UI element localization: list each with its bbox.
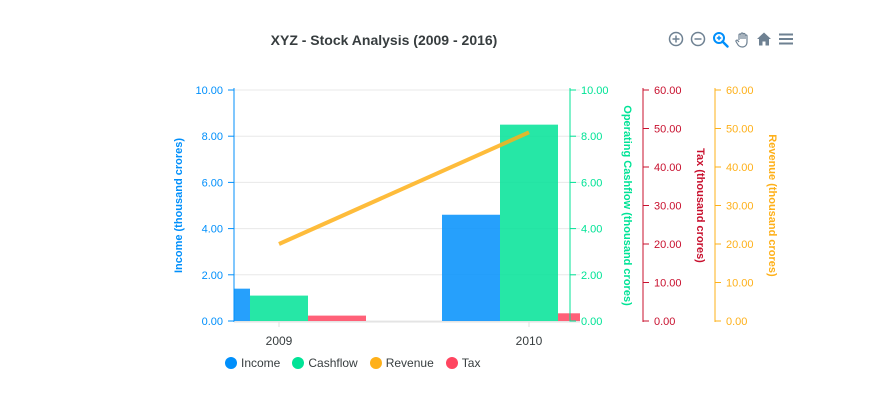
legend-item-cashflow[interactable]: Cashflow — [292, 356, 358, 370]
y-axis-title-tax: Tax (thousand crores) — [694, 148, 706, 263]
y-axis-tick-label: 10.00 — [581, 85, 609, 97]
y-axis-tick-label: 4.00 — [202, 224, 223, 236]
legend-label-revenue: Revenue — [385, 356, 434, 370]
x-axis-ticks: 2009 2010 — [266, 322, 543, 348]
legend-marker-income — [225, 357, 237, 369]
y-axis-tick-label: 0.00 — [202, 316, 223, 328]
legend-label-tax: Tax — [461, 356, 481, 370]
y-axis-tick-label: 4.00 — [581, 224, 602, 236]
y-axis-tick-label: 6.00 — [581, 177, 602, 189]
legend: Income Cashflow Revenue Tax — [225, 356, 480, 370]
legend-item-revenue[interactable]: Revenue — [369, 356, 434, 370]
line-series — [278, 130, 530, 246]
y-axis-tick-label: 0.00 — [726, 316, 747, 328]
y-axis-tick-label: 40.00 — [654, 162, 682, 174]
y-axis-tick-label: 0.00 — [581, 316, 602, 328]
y-axis-tick-label: 2.00 — [581, 270, 602, 282]
bar-income-2009 — [234, 288, 250, 321]
y-axis-tick-label: 30.00 — [654, 201, 682, 213]
legend-item-income[interactable]: Income — [225, 356, 280, 370]
menu-icon[interactable] — [777, 30, 795, 48]
chart-toolbar — [667, 30, 795, 48]
y-axis-tick-label: 10.00 — [195, 85, 223, 97]
y-axis-tick-label: 30.00 — [726, 201, 754, 213]
bar-tax-2010 — [558, 313, 580, 321]
line-revenue — [278, 130, 530, 246]
home-icon[interactable] — [755, 30, 773, 48]
y-axis-tick-label: 8.00 — [202, 131, 223, 143]
chart-title: XYZ - Stock Analysis (2009 - 2016) — [271, 32, 498, 48]
y-axis-title-income: Income (thousand crores) — [173, 138, 185, 273]
pan-icon[interactable] — [733, 30, 751, 48]
y-axis-tick-label: 20.00 — [726, 239, 754, 251]
legend-marker-tax — [445, 357, 458, 369]
bar-tax-2009 — [308, 315, 366, 321]
zoom-out-icon[interactable] — [689, 30, 707, 48]
y-axis-tick-label: 50.00 — [726, 124, 754, 136]
legend-marker-revenue — [369, 357, 382, 369]
bar-series — [234, 124, 580, 322]
bar-income-2010 — [442, 214, 500, 321]
y-axis-tick-label: 10.00 — [654, 278, 682, 290]
legend-item-tax[interactable]: Tax — [445, 356, 481, 370]
legend-marker-cashflow — [292, 357, 305, 369]
y-axis-tick-label: 40.00 — [726, 162, 754, 174]
y-axis-title-cashflow: Operating Cashflow (thousand crores) — [621, 105, 633, 306]
y-axis-tick-label: 2.00 — [202, 270, 223, 282]
y-axis-tick-label: 0.00 — [654, 316, 675, 328]
y-axis-tick-label: 8.00 — [581, 131, 602, 143]
legend-label-income: Income — [241, 356, 281, 370]
y-axis-tick-label: 10.00 — [726, 278, 754, 290]
y-axis-tick-label: 50.00 — [654, 124, 682, 136]
axes: 0.00 2.00 4.00 6.00 8.00 10.00 Income (thousan… — [173, 85, 778, 328]
zoom-in-icon[interactable] — [667, 30, 685, 48]
x-axis-tick-label: 2010 — [516, 334, 543, 348]
legend-label-cashflow: Cashflow — [308, 356, 358, 370]
x-axis-tick-label: 2009 — [266, 334, 293, 348]
zoom-selection-icon[interactable] — [711, 30, 729, 48]
bar-cashflow-2009 — [250, 295, 308, 321]
bar-group — [234, 124, 580, 322]
y-axis-tick-label: 60.00 — [726, 85, 754, 97]
bar-cashflow-2010 — [500, 124, 558, 322]
y-axis-tick-label: 60.00 — [654, 85, 682, 97]
y-axis-title-revenue: Revenue (thousand crores) — [766, 134, 778, 277]
y-axis-tick-label: 6.00 — [202, 177, 223, 189]
y-axis-tick-label: 20.00 — [654, 239, 682, 251]
